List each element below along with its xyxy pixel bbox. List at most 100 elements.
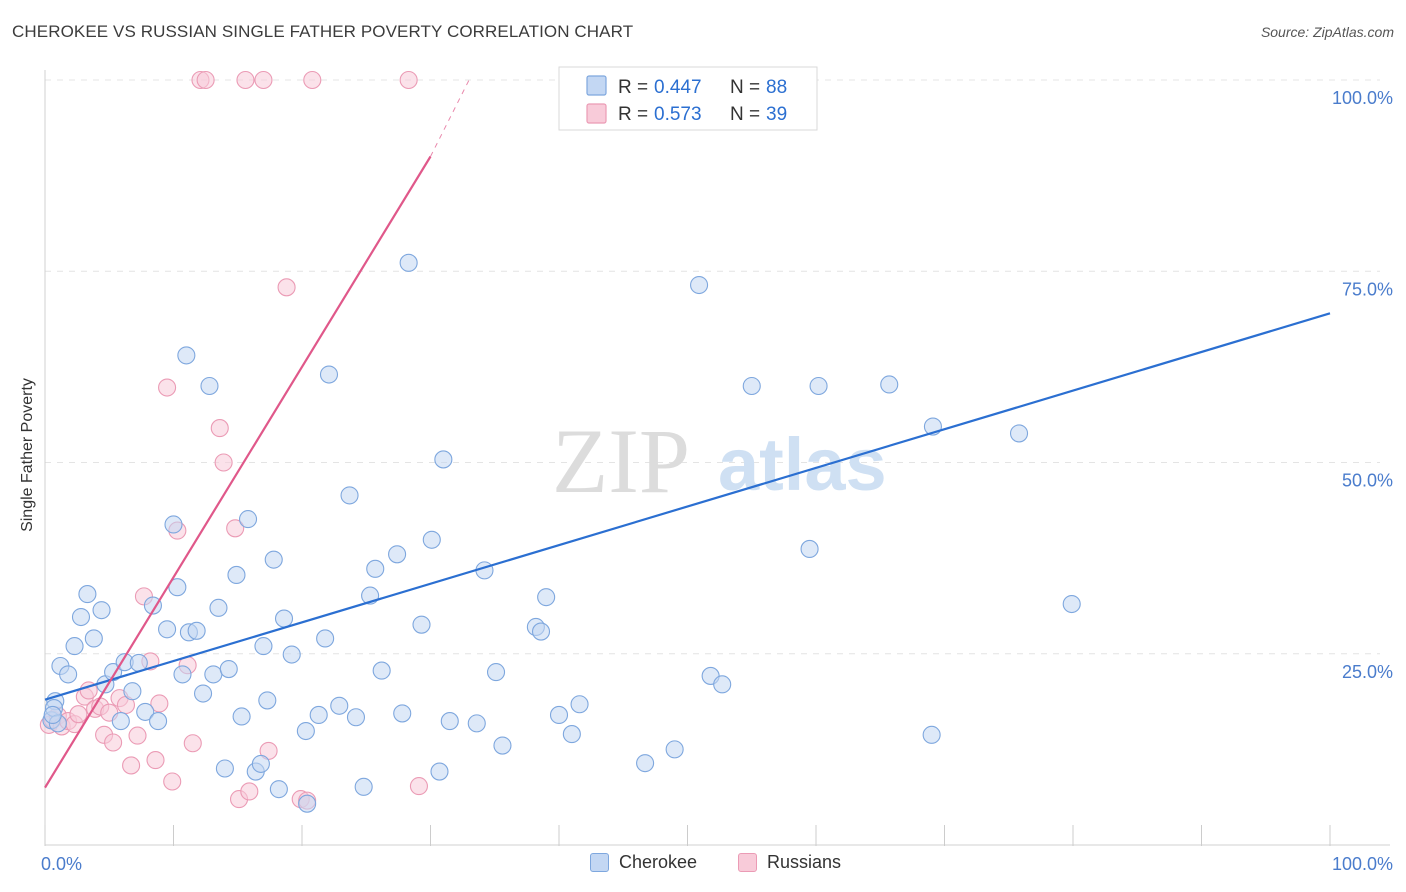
cherokee-point-41	[282, 645, 301, 664]
cherokee-point-47	[340, 486, 359, 505]
cherokee-point-59	[434, 450, 453, 469]
cherokee-point-79	[880, 375, 899, 394]
cherokee-point-56	[412, 615, 431, 634]
legend-r-value-russians: 0.573	[654, 104, 702, 125]
cherokee-point-46	[330, 696, 349, 715]
cherokee-point-18	[136, 702, 155, 721]
cherokee-point-14	[111, 712, 130, 731]
cherokee-point-19	[143, 596, 162, 615]
russians-point-28	[196, 70, 215, 90]
russians-point-29	[210, 419, 229, 438]
cherokee-point-69	[562, 725, 581, 744]
legend-r-label-russians: R =	[618, 104, 648, 125]
cherokee-point-37	[258, 691, 277, 710]
russians-point-35	[254, 70, 273, 90]
cherokee-point-87	[209, 598, 228, 617]
legend-swatch-cherokee	[586, 75, 607, 96]
cherokee-point-27	[194, 684, 213, 703]
cherokee-point-68	[549, 705, 569, 725]
cherokee-point-82	[1009, 424, 1029, 443]
y-tick-label-3: 100.0%	[1332, 88, 1393, 108]
cherokee-point-10	[84, 629, 103, 648]
cherokee-point-49	[354, 777, 373, 796]
cherokee-point-71	[636, 754, 655, 773]
cherokee-point-76	[742, 376, 761, 396]
cherokee-trend-line	[44, 312, 1331, 701]
russians-point-6	[69, 705, 88, 724]
russians-point-26	[183, 734, 202, 753]
cherokee-point-83	[1062, 594, 1081, 614]
legend-r-label-cherokee: R =	[618, 77, 648, 98]
cherokee-point-29	[204, 665, 223, 684]
cherokee-point-86	[254, 637, 273, 656]
cherokee-points	[42, 253, 1081, 813]
legend-swatch-russians	[586, 103, 607, 124]
cherokee-point-57	[422, 530, 441, 549]
russians-point-30	[214, 453, 233, 472]
cherokee-point-67	[537, 588, 556, 607]
bottom-legend-cherokee-label: Cherokee	[619, 852, 698, 872]
cherokee-point-4	[43, 705, 62, 725]
grid-lines	[45, 79, 1380, 655]
russians-point-23	[163, 772, 182, 791]
cherokee-point-84	[298, 794, 317, 813]
russians-point-20	[146, 751, 165, 770]
y-tick-label-2: 75.0%	[1342, 279, 1393, 299]
cherokee-point-40	[274, 609, 294, 628]
cherokee-point-26	[187, 621, 206, 640]
cherokee-point-73	[690, 275, 709, 295]
cherokee-point-75	[713, 675, 732, 694]
cherokee-point-43	[309, 705, 328, 725]
bottom-legend-russians: Russians	[738, 852, 841, 873]
cherokee-point-22	[164, 515, 183, 534]
cherokee-point-33	[232, 707, 251, 726]
cherokee-point-64	[493, 736, 512, 755]
russians-point-33	[236, 70, 255, 90]
russians-point-17	[128, 726, 147, 745]
russians-point-16	[122, 756, 141, 775]
cherokee-point-52	[372, 661, 391, 680]
cherokee-point-6	[59, 665, 78, 684]
cherokee-point-34	[238, 510, 258, 529]
cherokee-point-16	[123, 682, 142, 701]
cherokee-point-32	[227, 565, 246, 585]
russians-trend-line	[44, 155, 432, 789]
legend-box: R = 0.447 N = 88 R = 0.573 N = 39	[558, 66, 818, 131]
trend-lines	[44, 79, 1331, 789]
watermark-atlas: atlas	[718, 423, 887, 506]
cherokee-point-80	[922, 725, 941, 744]
cherokee-point-28	[200, 376, 219, 396]
cherokee-point-58	[430, 762, 449, 781]
cherokee-point-55	[399, 253, 418, 272]
cherokee-point-38	[264, 550, 283, 569]
cherokee-point-8	[71, 607, 91, 627]
cherokee-point-85	[177, 346, 196, 365]
russians-point-13	[104, 733, 123, 752]
cherokee-point-53	[388, 545, 407, 564]
legend-n-value-cherokee: 88	[766, 77, 787, 98]
y-tick-label-1: 50.0%	[1342, 471, 1393, 491]
cherokee-point-36	[251, 754, 270, 773]
bottom-legend-russians-label: Russians	[767, 852, 842, 872]
watermark-zip: ZIP	[552, 410, 690, 512]
cherokee-point-63	[486, 663, 506, 682]
russians-swatch	[738, 853, 757, 872]
russians-point-21	[150, 694, 169, 713]
russians-point-34	[240, 782, 259, 801]
cherokee-point-31	[219, 659, 238, 679]
cherokee-point-21	[158, 620, 177, 639]
bottom-legend-cherokee: Cherokee	[590, 852, 697, 873]
cherokee-point-9	[78, 585, 97, 604]
cherokee-point-24	[173, 665, 192, 684]
russians-point-37	[277, 278, 296, 297]
cherokee-point-66	[531, 622, 551, 641]
x-tick-label-1: 100.0%	[1332, 854, 1393, 874]
legend-n-label-cherokee: N =	[730, 77, 760, 98]
cherokee-point-44	[316, 629, 335, 648]
cherokee-point-30	[215, 759, 234, 778]
cherokee-point-61	[467, 714, 486, 733]
cherokee-point-77	[800, 539, 819, 558]
cherokee-point-39	[269, 780, 288, 799]
chart-source: Source: ZipAtlas.com	[1260, 24, 1394, 40]
